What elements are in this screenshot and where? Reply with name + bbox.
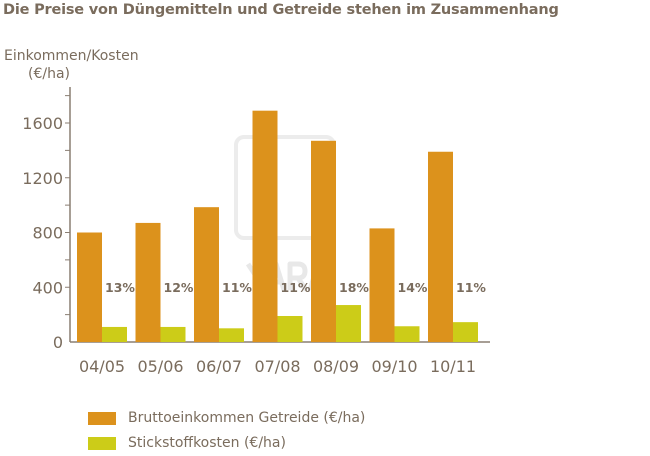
x-tick-label: 10/11 (430, 357, 476, 376)
bar-gross-income (311, 140, 336, 342)
legend-label-income: Bruttoeinkommen Getreide (€/ha) (128, 410, 366, 426)
watermark-letter (287, 261, 309, 292)
y-axis-unit: (€/ha) (28, 66, 70, 82)
percent-label: 12% (164, 280, 194, 295)
bar-gross-income (252, 110, 278, 343)
x-tick-label: 06/07 (196, 357, 242, 376)
y-axis-label: Einkommen/Kosten (4, 48, 139, 64)
x-tick-label: 07/08 (254, 357, 300, 376)
bar-nitrogen-cost (102, 326, 127, 342)
x-tick-label: 05/06 (137, 357, 183, 376)
x-tick-label: 08/09 (313, 357, 359, 376)
percent-label: 11% (456, 280, 486, 295)
percent-label: 14% (398, 280, 428, 295)
bar-nitrogen-cost (453, 322, 478, 342)
y-tick-label: 0 (53, 333, 63, 352)
percent-label: 11% (222, 280, 252, 295)
percent-label: 11% (281, 280, 311, 295)
bar-nitrogen-cost (394, 326, 420, 342)
y-tick-label: 1200 (22, 169, 63, 188)
y-tick-label: 400 (32, 278, 63, 297)
bar-nitrogen-cost (277, 315, 303, 342)
bar-gross-income (77, 232, 102, 342)
x-tick-label: 04/05 (79, 357, 125, 376)
bar-gross-income (428, 151, 453, 342)
percent-label: 13% (105, 280, 135, 295)
percent-label: 18% (339, 280, 369, 295)
y-tick-label: 1600 (22, 114, 63, 133)
legend-swatch-nitrogen (88, 436, 116, 450)
bar-nitrogen-cost (336, 305, 361, 342)
bar-chart: 0 400 800 1200 1600 13% 04/05 12% 05/06 11% 06/07 1… (22, 87, 490, 376)
legend-item-income: Bruttoeinkommen Getreide (€/ha) (88, 410, 365, 426)
bar-nitrogen-cost (160, 326, 186, 342)
x-tick-label: 09/10 (371, 357, 417, 376)
bar-gross-income (369, 228, 395, 342)
chart-title: Die Preise von Düngemitteln und Getreide… (3, 2, 559, 18)
bar-nitrogen-cost (219, 328, 244, 342)
bar-gross-income (194, 207, 219, 342)
legend-swatch-income (88, 411, 116, 425)
legend-item-nitrogen: Stickstoffkosten (€/ha) (88, 435, 286, 451)
legend-label-nitrogen: Stickstoffkosten (€/ha) (128, 435, 286, 451)
bar-gross-income (135, 222, 161, 342)
y-tick-label: 800 (32, 224, 63, 243)
